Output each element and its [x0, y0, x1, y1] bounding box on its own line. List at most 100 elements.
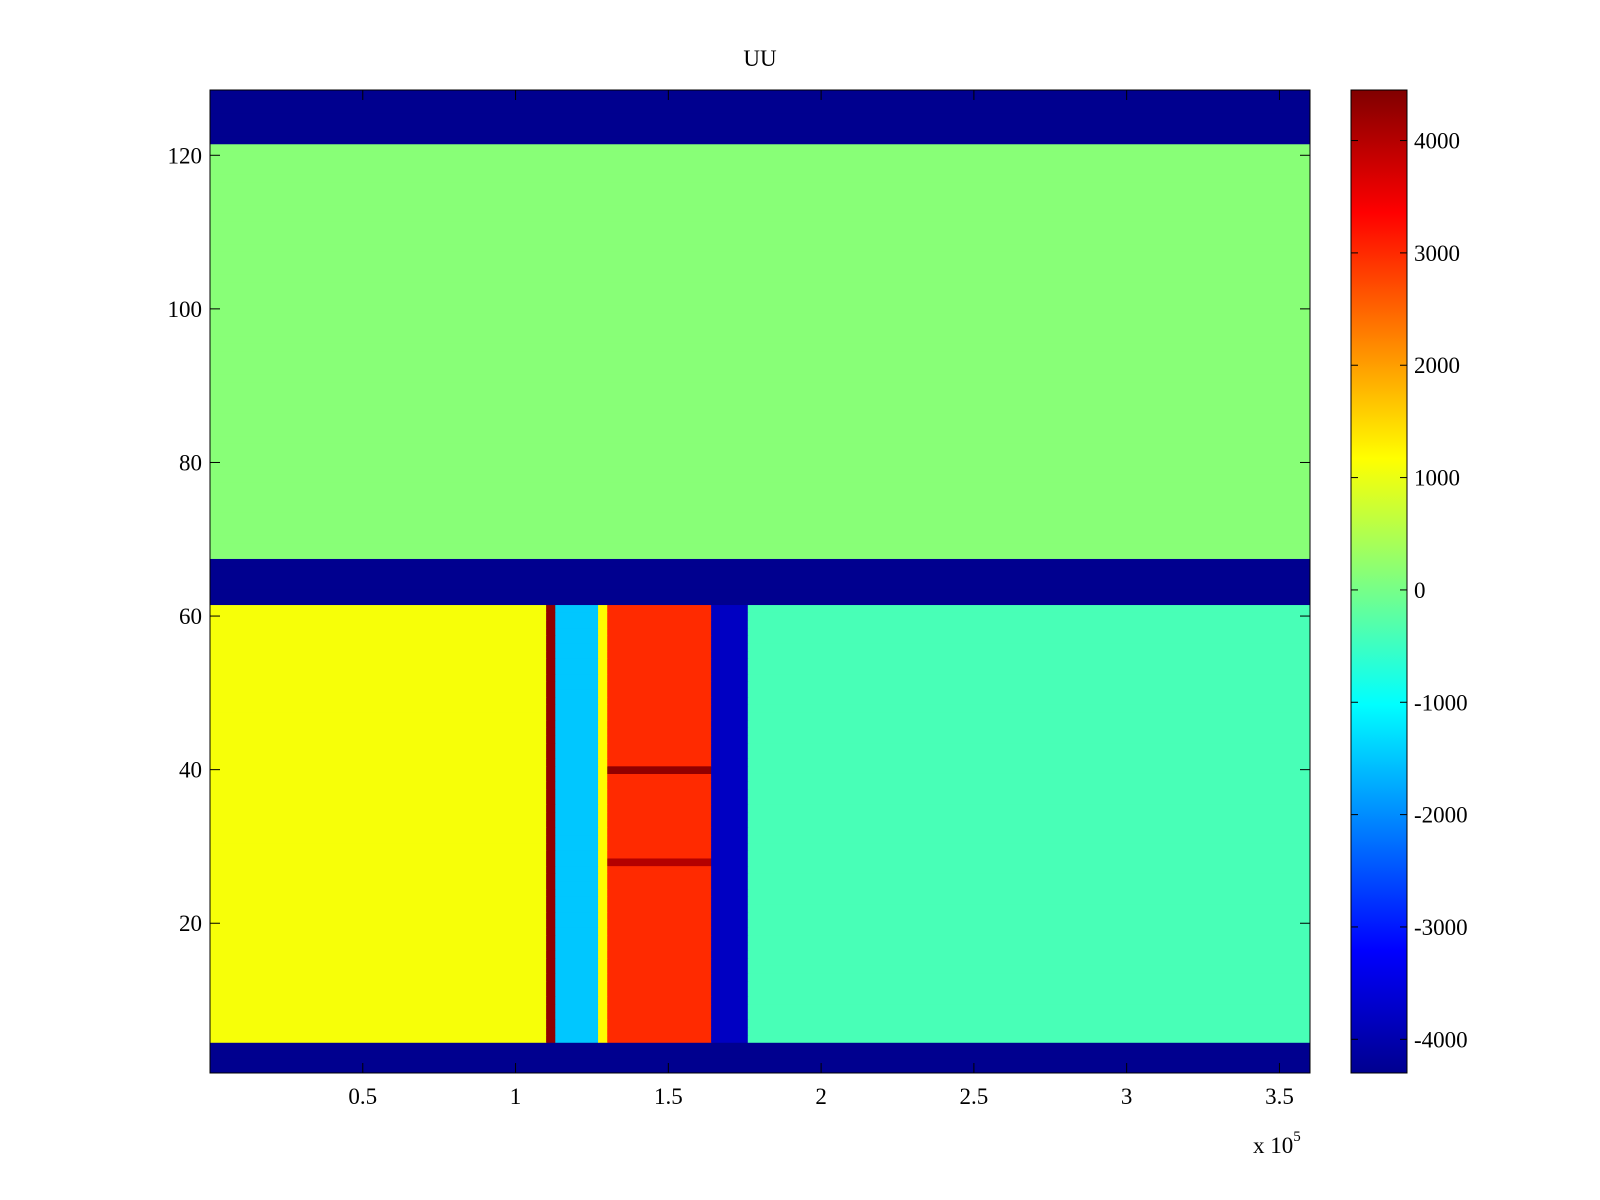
- heatmap-cell: [711, 811, 749, 821]
- y-tick-label: 20: [179, 911, 202, 936]
- heatmap-cell: [546, 796, 556, 805]
- heatmap-cell: [711, 919, 749, 928]
- heatmap-cell: [546, 619, 556, 629]
- heatmap-cell: [555, 1011, 599, 1020]
- heatmap-cell: [711, 873, 749, 882]
- heatmap-cell: [598, 996, 608, 1005]
- heatmap-cell: [555, 881, 599, 890]
- heatmap-cell: [546, 658, 556, 667]
- heatmap-cell: [598, 658, 608, 667]
- heatmap-row-band: [210, 113, 1310, 122]
- heatmap-cell: [546, 773, 556, 782]
- heatmap-cell: [210, 919, 547, 928]
- heatmap-cell: [598, 635, 608, 644]
- heatmap-row-band: [210, 220, 1310, 229]
- heatmap-cell: [598, 973, 608, 982]
- heatmap-cell: [607, 658, 712, 667]
- x-tick-label: 2.5: [960, 1084, 989, 1109]
- y-tick-label: 100: [168, 297, 203, 322]
- heatmap-cell: [555, 719, 599, 728]
- heatmap-row-band: [210, 596, 1310, 606]
- colorbar-tick-label: -1000: [1414, 690, 1468, 715]
- heatmap-cell: [555, 658, 599, 667]
- heatmap-row-band: [210, 151, 1310, 160]
- heatmap-cell: [555, 604, 599, 613]
- heatmap-cell: [711, 1034, 749, 1043]
- heatmap-cell: [598, 904, 608, 913]
- heatmap-cell: [210, 1019, 547, 1028]
- heatmap-cell: [711, 973, 749, 982]
- heatmap-cell: [598, 719, 608, 728]
- heatmap-row-band: [210, 404, 1310, 414]
- heatmap-row-band: [210, 520, 1310, 529]
- x-multiplier-exponent: 5: [1293, 1129, 1301, 1145]
- heatmap-cell: [555, 796, 599, 805]
- heatmap-cell: [711, 681, 749, 690]
- heatmap-cell: [555, 612, 599, 621]
- heatmap-row-band: [210, 136, 1310, 145]
- heatmap-cell: [747, 689, 1310, 698]
- heatmap-cell: [555, 919, 599, 928]
- heatmap-cell: [607, 796, 712, 805]
- heatmap-cell: [210, 980, 547, 990]
- heatmap-cell: [555, 712, 599, 721]
- heatmap-cell: [711, 727, 749, 736]
- heatmap-cell: [747, 765, 1310, 774]
- heatmap-cell: [598, 1026, 608, 1036]
- heatmap-cell: [607, 988, 712, 997]
- heatmap-cell: [711, 827, 749, 836]
- heatmap-cell: [210, 650, 547, 659]
- heatmap-cell: [210, 827, 547, 836]
- heatmap-cell: [546, 857, 556, 867]
- heatmap-cell: [555, 819, 599, 828]
- heatmap-cell: [607, 973, 712, 982]
- heatmap-cell: [607, 650, 712, 659]
- heatmap-cell: [210, 665, 547, 675]
- heatmap-cell: [555, 696, 599, 705]
- heatmap-cell: [711, 719, 749, 728]
- heatmap-cell: [546, 604, 556, 613]
- heatmap-row-band: [210, 205, 1310, 214]
- heatmap-cell: [747, 804, 1310, 813]
- heatmap-row-band: [210, 397, 1310, 406]
- colorbar-tick-label: -3000: [1414, 915, 1468, 940]
- heatmap-cell: [607, 765, 712, 774]
- heatmap-cell: [210, 796, 547, 805]
- heatmap-row-band: [210, 374, 1310, 383]
- heatmap-cell: [210, 911, 547, 920]
- heatmap-cell: [747, 658, 1310, 667]
- heatmap-cell: [598, 1003, 608, 1013]
- heatmap-cell: [555, 750, 599, 759]
- heatmap-cell: [555, 973, 599, 982]
- heatmap-cell: [555, 704, 599, 713]
- heatmap-cell: [607, 1011, 712, 1020]
- heatmap-cell: [598, 765, 608, 774]
- heatmap-cell: [747, 796, 1310, 805]
- heatmap-cell: [598, 896, 608, 905]
- heatmap-cell: [210, 758, 547, 767]
- heatmap-cell: [210, 696, 547, 705]
- heatmap-cell: [747, 811, 1310, 821]
- heatmap-cell: [210, 819, 547, 828]
- heatmap-cell: [598, 965, 608, 974]
- heatmap-cell: [555, 773, 599, 782]
- heatmap-cell: [747, 819, 1310, 828]
- heatmap-cell: [210, 1034, 547, 1043]
- heatmap-cell: [607, 696, 712, 705]
- heatmap-cell: [607, 873, 712, 882]
- heatmap-cell: [555, 804, 599, 813]
- heatmap-cell: [210, 1011, 547, 1020]
- heatmap-cell: [607, 957, 712, 966]
- heatmap-cell: [546, 927, 556, 936]
- heatmap-cell: [747, 1026, 1310, 1036]
- heatmap-row-band: [210, 458, 1310, 467]
- heatmap-cell: [546, 804, 556, 813]
- heatmap-cell: [546, 681, 556, 690]
- heatmap-cell: [607, 781, 712, 790]
- heatmap-cell: [546, 1019, 556, 1028]
- heatmap-cell: [747, 957, 1310, 966]
- heatmap-cell: [711, 980, 749, 990]
- heatmap-cell: [210, 704, 547, 713]
- heatmap-cell: [546, 642, 556, 652]
